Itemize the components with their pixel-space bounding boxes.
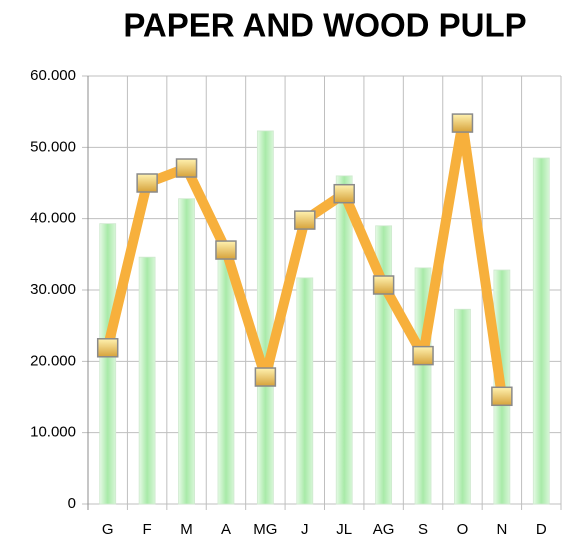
x-tick-label: MG bbox=[253, 521, 277, 538]
line-marker bbox=[451, 113, 474, 133]
bar bbox=[256, 130, 274, 505]
bar bbox=[138, 256, 156, 505]
x-tick-label: J bbox=[301, 521, 309, 538]
line-marker bbox=[254, 367, 277, 387]
bar bbox=[178, 198, 195, 505]
bar bbox=[217, 253, 235, 505]
line-marker bbox=[215, 240, 237, 260]
bar bbox=[532, 157, 550, 505]
y-tick-label: 40.000 bbox=[30, 210, 76, 227]
line-marker bbox=[294, 210, 316, 230]
line-marker bbox=[372, 275, 395, 295]
y-tick-label: 50.000 bbox=[30, 138, 76, 155]
x-tick-label: O bbox=[457, 521, 469, 538]
y-tick-label: 20.000 bbox=[30, 352, 76, 369]
line-marker bbox=[333, 183, 355, 204]
y-tick-label: 30.000 bbox=[30, 281, 76, 298]
bar bbox=[335, 175, 353, 505]
line-marker bbox=[136, 173, 158, 193]
x-tick-label: M bbox=[180, 521, 193, 538]
x-tick-label: G bbox=[102, 521, 114, 538]
x-tick-label: A bbox=[221, 521, 231, 538]
x-tick-label: S bbox=[418, 521, 428, 538]
y-tick-label: 10.000 bbox=[30, 424, 76, 441]
line-marker bbox=[491, 386, 513, 407]
line-marker bbox=[175, 158, 198, 178]
x-tick-label: F bbox=[143, 521, 152, 538]
bar bbox=[296, 277, 314, 505]
x-tick-label: D bbox=[536, 521, 547, 538]
x-tick-label: AG bbox=[373, 521, 395, 538]
line-marker bbox=[412, 345, 434, 366]
y-tick-label: 0 bbox=[68, 495, 76, 512]
x-tick-label: JL bbox=[336, 521, 352, 538]
y-tick-label: 60.000 bbox=[30, 67, 76, 84]
x-tick-label: N bbox=[496, 521, 507, 538]
chart-title: PAPER AND WOOD PULP bbox=[123, 7, 526, 44]
line-marker bbox=[96, 338, 119, 358]
bar bbox=[99, 223, 117, 505]
bar bbox=[454, 308, 471, 505]
